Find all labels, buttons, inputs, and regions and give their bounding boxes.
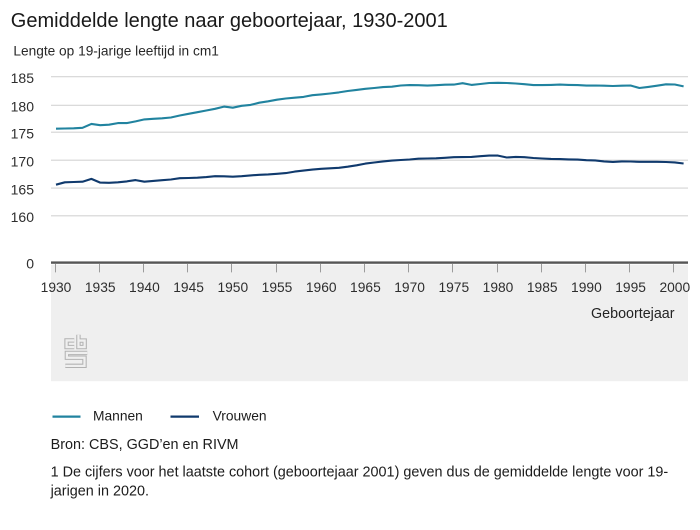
svg-text:Bron: CBS, GGD’en en RIVM: Bron: CBS, GGD’en en RIVM <box>51 437 239 453</box>
svg-text:2000: 2000 <box>659 280 690 295</box>
svg-text:Mannen: Mannen <box>93 409 143 424</box>
svg-text:1970: 1970 <box>394 280 425 295</box>
svg-text:Geboortejaar: Geboortejaar <box>591 306 675 322</box>
svg-text:1930: 1930 <box>41 280 72 295</box>
svg-text:1950: 1950 <box>217 280 248 295</box>
svg-text:1940: 1940 <box>129 280 160 295</box>
svg-text:1990: 1990 <box>571 280 602 295</box>
svg-text:jarigen in 2020.: jarigen in 2020. <box>50 483 149 499</box>
svg-text:1975: 1975 <box>438 280 469 295</box>
svg-text:1995: 1995 <box>615 280 646 295</box>
svg-text:160: 160 <box>11 209 35 225</box>
svg-text:1935: 1935 <box>85 280 116 295</box>
svg-text:1955: 1955 <box>262 280 293 295</box>
svg-text:1965: 1965 <box>350 280 381 295</box>
svg-text:1985: 1985 <box>527 280 558 295</box>
svg-text:1980: 1980 <box>483 280 514 295</box>
svg-text:1960: 1960 <box>306 280 337 295</box>
svg-text:1945: 1945 <box>173 280 204 295</box>
svg-text:Vrouwen: Vrouwen <box>213 409 267 424</box>
svg-text:Gemiddelde lengte naar geboort: Gemiddelde lengte naar geboortejaar, 193… <box>11 10 448 32</box>
svg-text:Lengte op 19-jarige leeftijd i: Lengte op 19-jarige leeftijd in cm1 <box>13 44 218 59</box>
svg-text:0: 0 <box>26 256 34 272</box>
svg-text:185: 185 <box>11 70 35 86</box>
svg-text:170: 170 <box>11 154 35 170</box>
svg-text:175: 175 <box>11 126 35 142</box>
svg-text:165: 165 <box>11 181 35 197</box>
svg-text:1 De cijfers voor het laatste: 1 De cijfers voor het laatste cohort (ge… <box>51 464 669 480</box>
svg-text:180: 180 <box>11 99 35 115</box>
